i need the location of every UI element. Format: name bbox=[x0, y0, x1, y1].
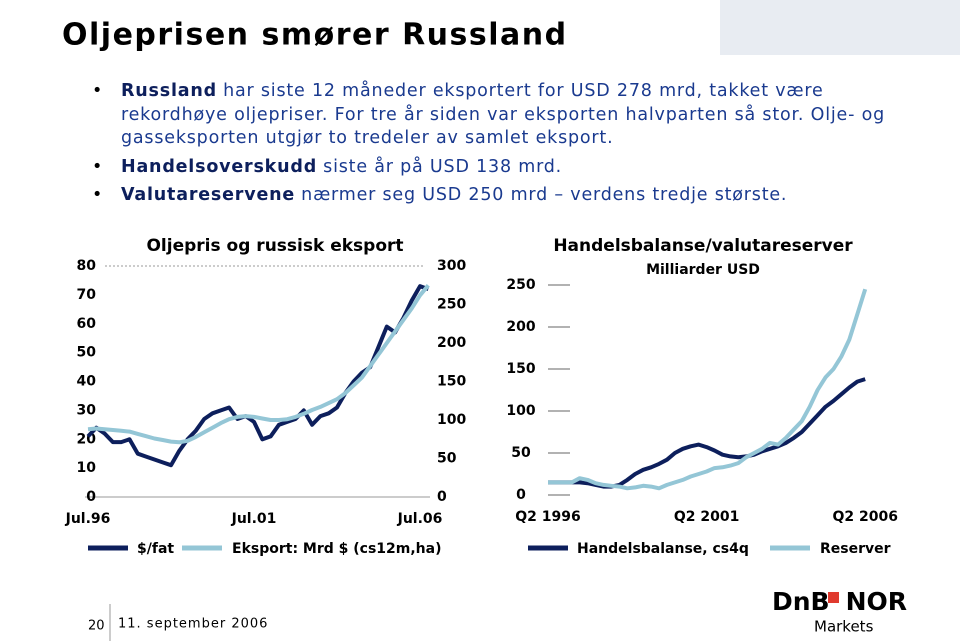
x-tick-label: Jul.06 bbox=[397, 511, 443, 527]
y2-tick-label: 100 bbox=[437, 412, 466, 428]
brand-b: NOR bbox=[846, 587, 907, 616]
y2-tick-label: 250 bbox=[437, 297, 466, 313]
x-tick-label: Q2 2006 bbox=[832, 509, 897, 525]
bullet-bold: Valutareservene bbox=[121, 185, 296, 205]
legend-label: Eksport: Mrd $ (cs12m,ha) bbox=[232, 541, 442, 557]
y2-tick-label: 0 bbox=[437, 489, 447, 505]
y-tick-label: 0 bbox=[86, 489, 96, 505]
y-tick-label: 200 bbox=[506, 319, 535, 335]
brand: DnB NOR bbox=[772, 587, 907, 616]
slide-title: Oljeprisen smører Russland bbox=[62, 18, 568, 53]
y-tick-label: 250 bbox=[506, 277, 535, 293]
y-tick-label: 70 bbox=[77, 287, 97, 303]
y-tick-label: 100 bbox=[506, 403, 535, 419]
x-tick-label: Jul.01 bbox=[231, 511, 277, 527]
y2-tick-label: 300 bbox=[437, 258, 466, 274]
chart-title: Oljepris og russisk eksport bbox=[146, 236, 403, 256]
chart-subtitle: Milliarder USD bbox=[646, 262, 760, 278]
footer-date: 11. september 2006 bbox=[118, 617, 268, 632]
y2-tick-label: 150 bbox=[437, 374, 466, 390]
chart-title: Handelsbalanse/valutareserver bbox=[553, 236, 853, 256]
y-tick-label: 40 bbox=[77, 374, 97, 390]
bullet-bold: Handelsoverskudd bbox=[121, 156, 318, 177]
y2-tick-label: 200 bbox=[437, 335, 466, 351]
brand-a: DnB bbox=[772, 587, 830, 616]
series-line bbox=[548, 288, 868, 491]
y2-tick-label: 50 bbox=[437, 451, 457, 467]
y-tick-label: 30 bbox=[77, 402, 97, 418]
legend-label: $/fat bbox=[137, 541, 174, 557]
x-tick-label: Q2 1996 bbox=[515, 509, 580, 525]
legend-label: Handelsbalanse, cs4q bbox=[577, 541, 749, 557]
bullet-text: har siste 12 måneder eksportert for USD … bbox=[121, 81, 885, 148]
header-decoration bbox=[720, 0, 960, 55]
series-line bbox=[87, 284, 430, 445]
bullet-text: siste år på USD 138 mrd. bbox=[323, 156, 563, 177]
brand-sub: Markets bbox=[814, 618, 874, 636]
brand-mark bbox=[828, 592, 839, 603]
x-tick-label: Jul.96 bbox=[65, 511, 111, 527]
y-tick-label: 10 bbox=[77, 460, 97, 476]
y-tick-label: 150 bbox=[506, 361, 535, 377]
x-tick-label: Q2 2001 bbox=[674, 509, 739, 525]
page-number: 20 bbox=[88, 619, 105, 634]
y-tick-label: 80 bbox=[77, 258, 97, 274]
y-tick-label: 0 bbox=[516, 487, 526, 503]
series-line bbox=[86, 284, 429, 468]
bullet-bold: Russland bbox=[121, 81, 217, 101]
legend-label: Reserver bbox=[820, 541, 891, 557]
y-tick-label: 60 bbox=[77, 316, 97, 332]
y-tick-label: 50 bbox=[77, 345, 97, 361]
y-tick-label: 50 bbox=[511, 445, 531, 461]
bullet-text: nærmer seg USD 250 mrd – verdens tredje … bbox=[301, 185, 788, 205]
